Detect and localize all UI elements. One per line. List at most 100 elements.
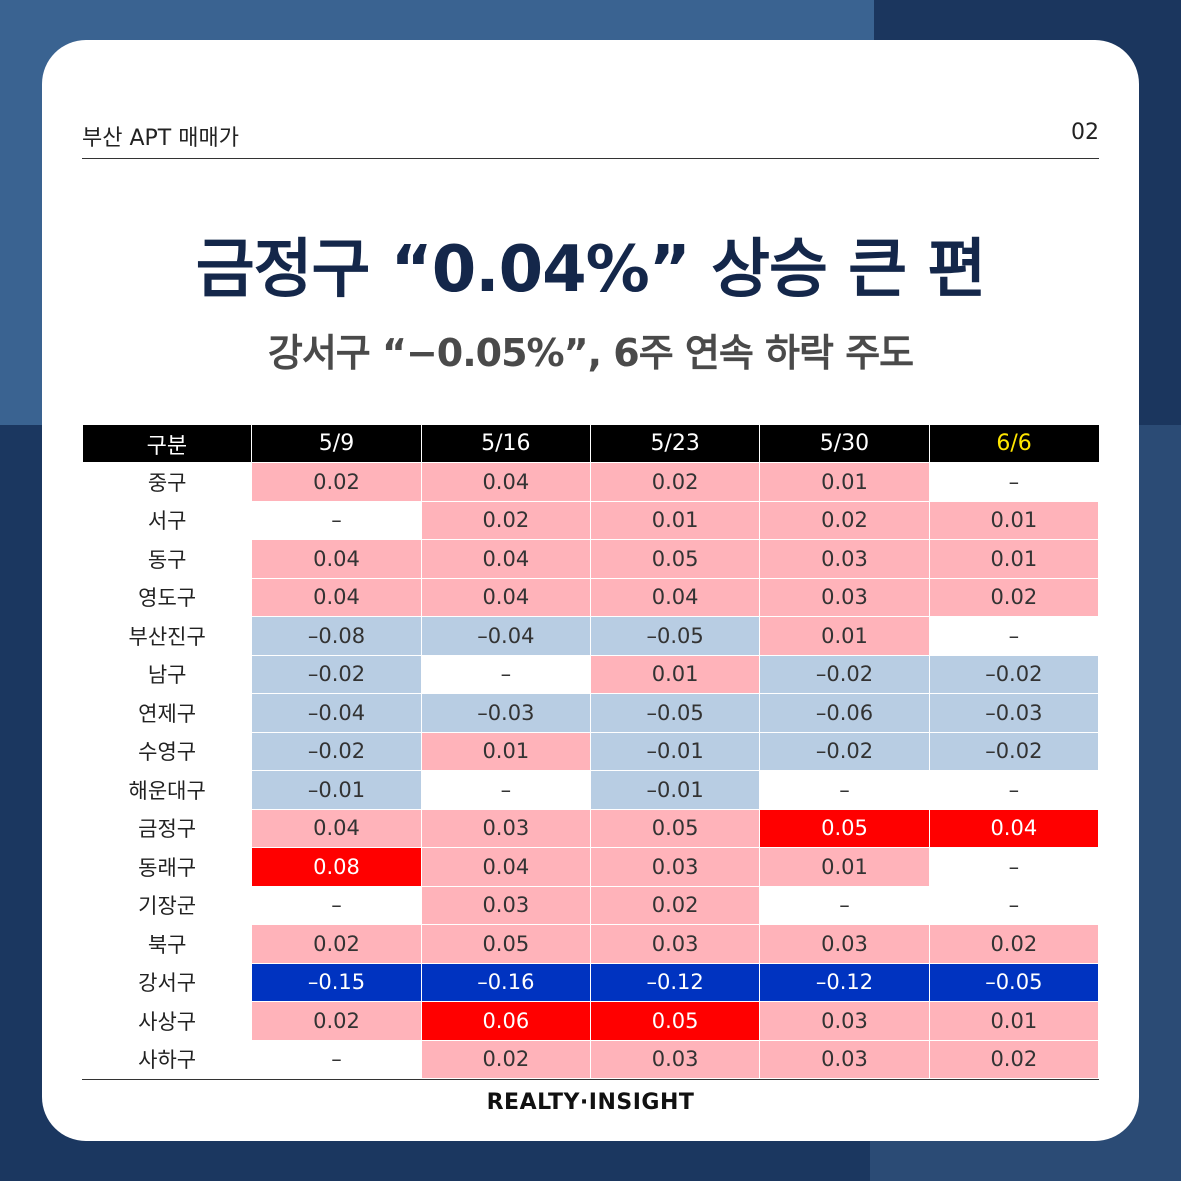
value-cell: –0.01 xyxy=(589,770,761,810)
table-row: 중구 0.02 0.04 0.02 0.01– xyxy=(81,462,1100,502)
value-cell: 0.05 xyxy=(420,924,591,964)
value-cell: 0.02 xyxy=(251,924,422,964)
value-cell: 0.03 xyxy=(589,847,761,887)
value-cell: 0.03 xyxy=(759,577,930,617)
table-row: 금정구 0.04 0.03 0.05 0.05 0.04 xyxy=(81,808,1100,848)
column-header-week: 5/23 xyxy=(590,425,761,463)
page-title: 금정구 “0.04%” 상승 큰 편 xyxy=(195,233,986,307)
value-cell: – xyxy=(759,885,930,925)
table-row: 해운대구 –0.01– –0.01– – xyxy=(81,770,1100,810)
value-cell: –0.02 xyxy=(759,654,930,694)
district-label: 동구 xyxy=(81,539,253,579)
column-header-week: 6/6 xyxy=(929,425,1099,463)
value-cell: 0.01 xyxy=(928,500,1100,540)
table-row: 사하구 –0.02 0.03 0.03 0.02 xyxy=(81,1039,1100,1079)
column-header-week: 5/16 xyxy=(421,425,591,463)
value-cell: 0.05 xyxy=(589,808,761,848)
table-row: 서구 –0.02 0.01 0.02 0.01 xyxy=(81,500,1100,540)
value-cell: – xyxy=(420,654,591,694)
table-body: 중구 0.02 0.04 0.02 0.01– 서구 –0.02 0.01 0.02 0.01 동구… xyxy=(81,462,1100,1079)
district-label: 사상구 xyxy=(81,1001,253,1041)
value-cell: 0.03 xyxy=(759,924,930,964)
value-cell: 0.04 xyxy=(928,808,1100,848)
value-cell: 0.04 xyxy=(251,539,422,579)
district-label: 남구 xyxy=(81,654,253,694)
column-header-week: 5/9 xyxy=(251,425,422,463)
value-cell: – xyxy=(928,616,1100,656)
value-cell: 0.02 xyxy=(759,500,930,540)
value-cell: 0.03 xyxy=(420,885,591,925)
value-cell: 0.02 xyxy=(928,1039,1100,1079)
table-row: 강서구 –0.15 –0.16 –0.12 –0.12 –0.05 xyxy=(81,962,1100,1002)
table-row: 영도구 0.04 0.04 0.04 0.03 0.02 xyxy=(81,577,1100,617)
value-cell: –0.08 xyxy=(251,616,422,656)
value-cell: –0.04 xyxy=(420,616,591,656)
value-cell: – xyxy=(251,1039,422,1079)
value-cell: – xyxy=(928,885,1100,925)
district-label: 사하구 xyxy=(81,1039,253,1079)
value-cell: –0.02 xyxy=(251,654,422,694)
column-header-week: 5/30 xyxy=(759,425,930,463)
value-cell: 0.01 xyxy=(420,731,591,771)
value-cell: 0.02 xyxy=(928,924,1100,964)
value-cell: 0.04 xyxy=(420,847,591,887)
price-change-table: 구분 5/9 5/16 5/23 5/30 6/6 중구 0.02 0.04 0.02 0.01–… xyxy=(81,425,1100,1079)
value-cell: 0.05 xyxy=(589,1001,761,1041)
value-cell: 0.01 xyxy=(589,654,761,694)
value-cell: – xyxy=(928,847,1100,887)
district-label: 부산진구 xyxy=(81,616,253,656)
value-cell: 0.03 xyxy=(420,808,591,848)
value-cell: – xyxy=(759,770,930,810)
value-cell: –0.06 xyxy=(759,693,930,733)
value-cell: 0.03 xyxy=(589,1039,761,1079)
value-cell: 0.04 xyxy=(251,577,422,617)
value-cell: 0.02 xyxy=(251,1001,422,1041)
district-label: 서구 xyxy=(81,500,253,540)
value-cell: –0.02 xyxy=(928,654,1100,694)
value-cell: –0.02 xyxy=(251,731,422,771)
value-cell: – xyxy=(420,770,591,810)
value-cell: 0.04 xyxy=(420,462,591,502)
value-cell: –0.02 xyxy=(759,731,930,771)
value-cell: – xyxy=(251,500,422,540)
district-label: 해운대구 xyxy=(81,770,253,810)
value-cell: 0.04 xyxy=(589,577,761,617)
value-cell: 0.01 xyxy=(759,847,930,887)
value-cell: 0.03 xyxy=(759,1039,930,1079)
district-label: 북구 xyxy=(81,924,253,964)
district-label: 금정구 xyxy=(81,808,253,848)
value-cell: 0.03 xyxy=(589,924,761,964)
table-header-row: 구분 5/9 5/16 5/23 5/30 6/6 xyxy=(82,425,1099,463)
district-label: 영도구 xyxy=(81,577,253,617)
value-cell: – xyxy=(928,770,1100,810)
value-cell: 0.02 xyxy=(420,500,591,540)
page-number: 02 xyxy=(1071,120,1099,145)
value-cell: 0.08 xyxy=(251,847,422,887)
value-cell: –0.05 xyxy=(589,616,761,656)
value-cell: –0.12 xyxy=(759,962,930,1002)
value-cell: 0.03 xyxy=(759,1001,930,1041)
value-cell: 0.05 xyxy=(589,539,761,579)
value-cell: 0.02 xyxy=(589,885,761,925)
district-label: 수영구 xyxy=(81,731,253,771)
table-row: 기장군 –0.03 0.02– – xyxy=(81,885,1100,925)
district-label: 기장군 xyxy=(81,885,253,925)
value-cell: –0.03 xyxy=(928,693,1100,733)
page-subtitle: 강서구 “−0.05%”, 6주 연속 하락 주도 xyxy=(267,331,914,375)
value-cell: –0.03 xyxy=(420,693,591,733)
value-cell: 0.03 xyxy=(759,539,930,579)
value-cell: –0.05 xyxy=(589,693,761,733)
value-cell: 0.01 xyxy=(928,1001,1100,1041)
value-cell: –0.15 xyxy=(251,962,422,1002)
value-cell: 0.04 xyxy=(251,808,422,848)
table-row: 부산진구 –0.08 –0.04 –0.05 0.01– xyxy=(81,616,1100,656)
table-bottom-divider xyxy=(82,1079,1099,1080)
value-cell: 0.01 xyxy=(759,462,930,502)
value-cell: – xyxy=(928,462,1100,502)
table-row: 동구 0.04 0.04 0.05 0.03 0.01 xyxy=(81,539,1100,579)
value-cell: 0.01 xyxy=(928,539,1100,579)
header-label: 부산 APT 매매가 xyxy=(82,126,239,151)
value-cell: –0.02 xyxy=(928,731,1100,771)
value-cell: – xyxy=(251,885,422,925)
table-row: 수영구 –0.02 0.01 –0.01 –0.02 –0.02 xyxy=(81,731,1100,771)
